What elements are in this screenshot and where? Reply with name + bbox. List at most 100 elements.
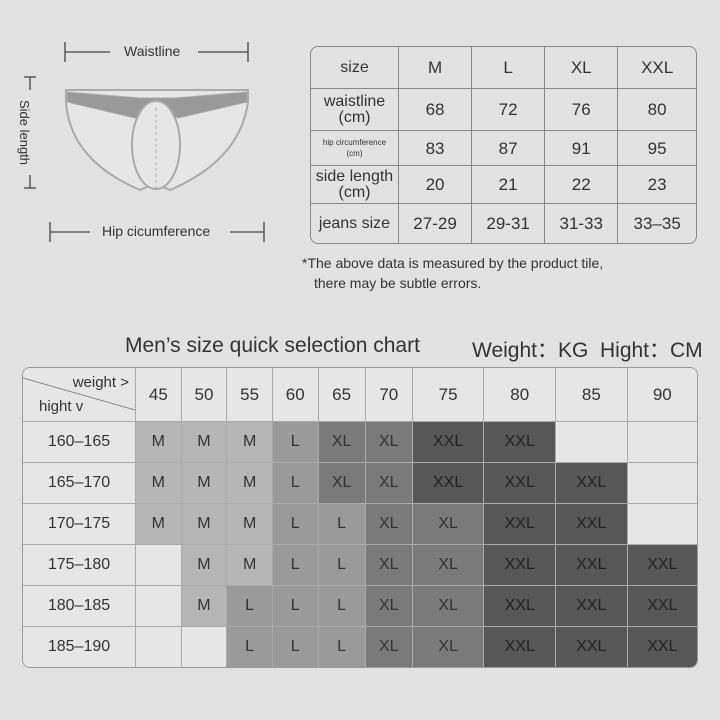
- height-row: 165–170 M M M L XL XL XXL XXL XXL: [23, 463, 697, 504]
- underwear-illustration: [24, 42, 265, 242]
- weight-header: 90: [627, 368, 697, 422]
- height-header: 160–165: [23, 422, 136, 463]
- spec-header-row: size M L XL XXL: [311, 47, 696, 89]
- measure-value: 33–35: [633, 214, 681, 233]
- size-header: XL: [545, 47, 619, 89]
- size-cell: L: [272, 504, 319, 545]
- size-cell: [136, 545, 182, 586]
- height-row: 185–190 L L L XL XL XXL XXL XXL: [23, 627, 697, 667]
- height-header: 165–170: [23, 463, 136, 504]
- size-cell: M: [181, 422, 228, 463]
- corner-cell: weight > hight v: [23, 368, 136, 422]
- weight-header: 65: [318, 368, 366, 422]
- size-cell: M: [227, 463, 273, 504]
- size-cell: L: [272, 463, 319, 504]
- size-cell: [556, 422, 628, 463]
- size-cell: L: [318, 504, 366, 545]
- height-header: 175–180: [23, 545, 136, 586]
- measure-value: 20: [399, 166, 473, 204]
- size-cell: XXL: [556, 627, 628, 667]
- size-cell: M: [136, 504, 182, 545]
- size-cell: M: [227, 545, 273, 586]
- size-cell: XL: [412, 586, 485, 627]
- measure-value: 72: [472, 89, 546, 131]
- measure-value: 23: [618, 166, 696, 204]
- measure-label: side length (cm): [311, 166, 399, 204]
- size-label: size: [311, 47, 399, 89]
- size-cell: M: [181, 463, 228, 504]
- size-cell: XXL: [556, 586, 628, 627]
- size-header: XXL: [618, 47, 696, 89]
- measure-label: waistline (cm): [311, 89, 399, 131]
- spec-row: jeans size 27-29 29-31 31-33 33–35: [311, 204, 696, 243]
- height-row: 175–180 M M L L XL XL XXL XXL XXL: [23, 545, 697, 586]
- chart-title: Men’s size quick selection chart: [125, 334, 420, 357]
- size-cell: XL: [412, 545, 485, 586]
- measure-value: 22: [545, 166, 619, 204]
- quick-selection-table: weight > hight v 45 50 55 60 65 70 75 80 85 90 160–1…: [22, 367, 698, 668]
- size-cell: XXL: [412, 463, 485, 504]
- size-cell: XXL: [484, 586, 557, 627]
- size-cell: XXL: [412, 422, 485, 463]
- measure-value: 95: [618, 131, 696, 166]
- measure-value: 29-31: [472, 204, 546, 243]
- height-row: 170–175 M M M L L XL XL XXL XXL: [23, 504, 697, 545]
- size-cell: XXL: [484, 422, 557, 463]
- spec-row: hip circumference (cm) 83 87 91 95: [311, 131, 696, 166]
- size-cell: L: [318, 545, 366, 586]
- height-header: 170–175: [23, 504, 136, 545]
- measure-value: 21: [472, 166, 546, 204]
- height-header: 185–190: [23, 627, 136, 667]
- size-cell: M: [181, 504, 228, 545]
- size-cell: L: [272, 545, 319, 586]
- weight-header: 45: [136, 368, 182, 422]
- height-header: 180–185: [23, 586, 136, 627]
- measure-value: 83: [399, 131, 473, 166]
- size-cell: XL: [412, 627, 485, 667]
- size-cell: M: [227, 422, 273, 463]
- size-cell: M: [227, 504, 273, 545]
- size-cell: XL: [412, 504, 485, 545]
- size-spec-table: size M L XL XXL waistline (cm) 68 72 76 80 hip cir…: [310, 46, 697, 244]
- weight-header: 70: [365, 368, 413, 422]
- weight-header: 80: [484, 368, 557, 422]
- measure-label: hip circumference (cm): [311, 131, 399, 166]
- measure-label: jeans size: [311, 204, 399, 243]
- size-cell: L: [318, 586, 366, 627]
- size-cell: M: [136, 463, 182, 504]
- size-cell: XXL: [627, 586, 697, 627]
- size-cell: L: [227, 586, 273, 627]
- measure-value: 68: [399, 89, 473, 131]
- chart-units: Weight：KG Hight：CM: [472, 339, 703, 362]
- spec-row: waistline (cm) 68 72 76 80: [311, 89, 696, 131]
- size-cell: XL: [365, 627, 413, 667]
- measure-value: 87: [472, 131, 546, 166]
- measure-value: 31-33: [545, 204, 619, 243]
- size-cell: XL: [365, 545, 413, 586]
- hip-circumference-label: Hip cicumference: [96, 223, 217, 239]
- measure-value: 27-29: [399, 204, 473, 243]
- waistline-label: Waistline: [118, 43, 187, 59]
- weight-axis-label: weight >: [72, 374, 129, 391]
- size-cell: XL: [318, 463, 366, 504]
- size-cell: XXL: [556, 545, 628, 586]
- size-cell: M: [181, 545, 228, 586]
- size-cell: [136, 627, 182, 667]
- size-cell: M: [136, 422, 182, 463]
- note-line: *The above data is measured by the produ…: [302, 255, 604, 271]
- size-cell: [627, 463, 697, 504]
- height-row: 160–165 M M M L XL XL XXL XXL: [23, 422, 697, 463]
- size-cell: XL: [318, 422, 366, 463]
- weight-header: 75: [412, 368, 485, 422]
- size-cell: XL: [365, 586, 413, 627]
- measure-value: 91: [545, 131, 619, 166]
- weight-header: 50: [181, 368, 228, 422]
- spec-row: side length (cm) 20 21 22 23: [311, 166, 696, 204]
- size-header: L: [472, 47, 546, 89]
- size-cell: XXL: [556, 504, 628, 545]
- size-header: M: [399, 47, 473, 89]
- measure-value: 76: [545, 89, 619, 131]
- weight-header: 55: [227, 368, 273, 422]
- size-cell: L: [318, 627, 366, 667]
- size-cell: [136, 586, 182, 627]
